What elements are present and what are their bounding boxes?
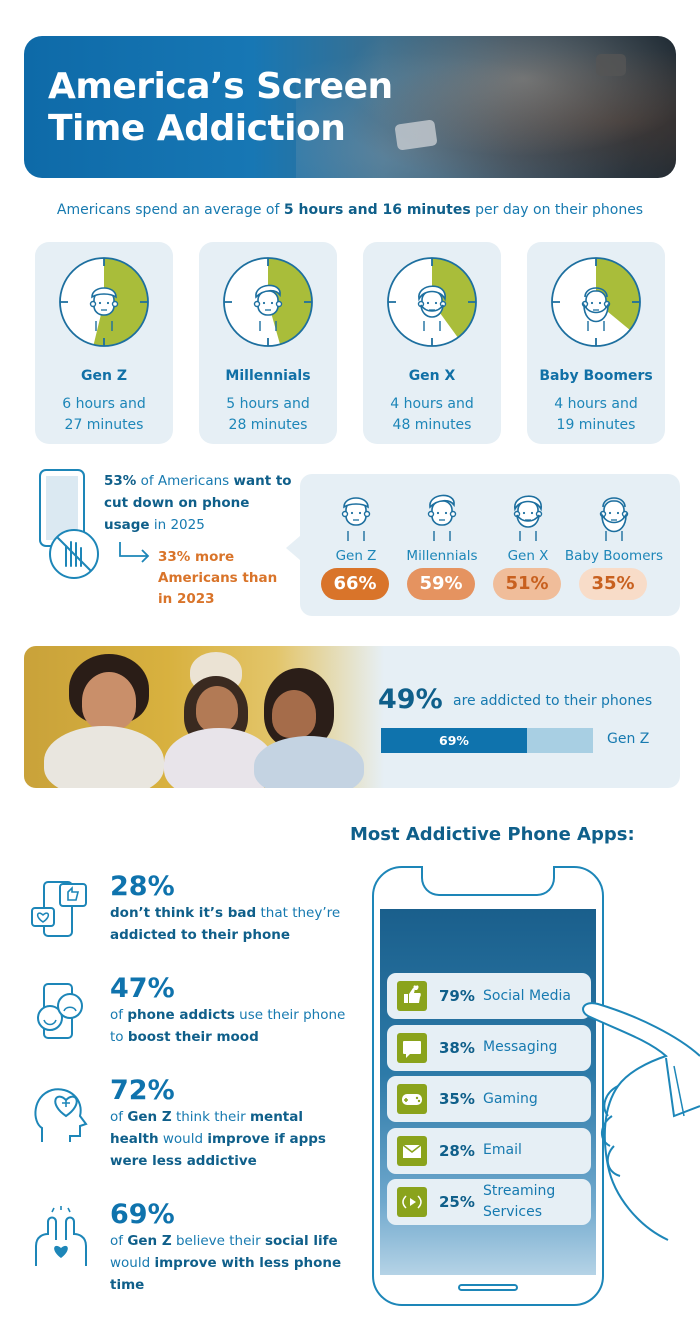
generation-face-icon bbox=[594, 486, 634, 544]
addicted-label: are addicted to their phones bbox=[453, 693, 653, 709]
generation-card: Gen Z 6 hours and 27 minutes bbox=[35, 242, 173, 444]
app-row: 25% Streaming Services bbox=[387, 1179, 591, 1225]
generation-face-icon bbox=[508, 486, 548, 544]
mood-faces-icon bbox=[37, 983, 83, 1039]
generation-time: 4 hours and 19 minutes bbox=[554, 396, 638, 433]
more-than-2023-text: 33% more Americans than in 2023 bbox=[158, 549, 278, 607]
stat-percent: 47% bbox=[110, 973, 175, 1004]
app-percent: 79% bbox=[439, 987, 475, 1005]
phone-notch bbox=[421, 866, 555, 896]
phone-in-hand bbox=[596, 54, 626, 76]
thumbs-up-icon bbox=[397, 981, 427, 1011]
hero-photo bbox=[296, 36, 676, 178]
generation-face-icon bbox=[576, 277, 616, 333]
cut-down-text: 53% of Americans want to cut down on pho… bbox=[104, 473, 292, 533]
generation-time: 4 hours and 48 minutes bbox=[390, 396, 474, 433]
app-name: Streaming Services bbox=[483, 1183, 556, 1220]
stat-percent: 69% bbox=[110, 1199, 175, 1230]
streaming-icon bbox=[397, 1187, 427, 1217]
app-percent: 28% bbox=[439, 1141, 475, 1160]
gamepad-icon bbox=[397, 1084, 427, 1114]
average-time-line: Americans spend an average of 5 hours an… bbox=[56, 202, 644, 218]
generation-face-icon bbox=[336, 486, 376, 544]
arrow-right-icon bbox=[119, 542, 150, 563]
group-percent-pill: 66% bbox=[321, 568, 389, 600]
addicted-percent: 49% bbox=[378, 684, 443, 715]
message-icon bbox=[397, 1032, 427, 1063]
app-name: Gaming bbox=[483, 1090, 538, 1107]
person-body bbox=[254, 736, 364, 788]
stat-description: of phone addicts use their phone to boos… bbox=[110, 1007, 346, 1045]
generation-name: Gen Z bbox=[81, 368, 127, 384]
group-percent-pill: 51% bbox=[493, 568, 561, 600]
app-percent: 35% bbox=[439, 1090, 475, 1108]
app-name: Social Media bbox=[483, 987, 572, 1004]
apps-title: Most Addictive Phone Apps: bbox=[350, 824, 635, 845]
group-percent-pill: 35% bbox=[579, 568, 647, 600]
generation-face-icon bbox=[84, 277, 124, 333]
stat-percent: 28% bbox=[110, 871, 175, 902]
group-name: Gen X bbox=[507, 548, 549, 564]
group-name: Baby Boomers bbox=[564, 548, 664, 564]
stat-block: 72% of Gen Z think their mental health wo… bbox=[110, 1076, 350, 1172]
generation-face-icon bbox=[412, 277, 452, 333]
stat-block: 47% of phone addicts use their phone to b… bbox=[110, 974, 350, 1048]
person-face bbox=[82, 672, 136, 730]
person-face bbox=[196, 686, 238, 732]
generation-card: Millennials 5 hours and 28 minutes bbox=[199, 242, 337, 444]
app-name: Messaging bbox=[483, 1039, 558, 1055]
person-face bbox=[272, 690, 316, 738]
generation-name: Gen X bbox=[408, 368, 456, 384]
generation-time: 6 hours and 27 minutes bbox=[62, 396, 146, 433]
mental-health-icon bbox=[34, 1088, 88, 1142]
generation-time: 5 hours and 28 minutes bbox=[226, 396, 310, 433]
app-percent: 25% bbox=[439, 1193, 475, 1211]
hero-banner: America’s Screen Time Addiction bbox=[24, 36, 676, 178]
app-row: 79% Social Media bbox=[387, 973, 591, 1019]
generation-card: Baby Boomers 4 hours and 19 minutes bbox=[527, 242, 665, 444]
phone-in-hand bbox=[394, 119, 438, 151]
stat-block: 28% don’t think it’s bad that they’re add… bbox=[110, 872, 350, 946]
group-percent-pill: 59% bbox=[407, 568, 475, 600]
social-likes-icon bbox=[31, 881, 87, 937]
generation-name: Millennials bbox=[225, 368, 311, 384]
addicted-band bbox=[24, 646, 680, 788]
app-row: 28% Email bbox=[387, 1127, 591, 1174]
stat-description: of Gen Z believe their social life would… bbox=[110, 1233, 342, 1293]
app-row: 38% Messaging bbox=[387, 1024, 591, 1071]
genz-bar-fill: 69% bbox=[381, 728, 527, 753]
generation-face-icon bbox=[422, 486, 462, 544]
generation-card: Gen X 4 hours and 48 minutes bbox=[363, 242, 501, 444]
app-name: Email bbox=[483, 1142, 522, 1158]
genz-bar-label: Gen Z bbox=[607, 731, 650, 747]
group-name: Gen Z bbox=[335, 548, 377, 564]
stat-percent: 72% bbox=[110, 1075, 175, 1106]
cut-down-panel: Gen Z 66% Millennials 59% Gen X 51% Baby… bbox=[286, 474, 680, 616]
stat-description: don’t think it’s bad that they’re addict… bbox=[110, 905, 341, 943]
phone-stop-icon bbox=[39, 469, 99, 579]
generation-face-icon bbox=[248, 277, 288, 333]
friends-photo bbox=[24, 646, 384, 788]
envelope-icon bbox=[397, 1135, 427, 1166]
app-percent: 38% bbox=[439, 1038, 475, 1057]
page-title: America’s Screen Time Addiction bbox=[48, 66, 393, 149]
app-row: 35% Gaming bbox=[387, 1076, 591, 1122]
group-name: Millennials bbox=[406, 548, 478, 564]
stat-description: of Gen Z think their mental health would… bbox=[110, 1109, 326, 1169]
phone-home-indicator bbox=[458, 1284, 518, 1291]
person-body bbox=[44, 726, 164, 788]
stat-block: 69% of Gen Z believe their social life wo… bbox=[110, 1200, 350, 1296]
generation-name: Baby Boomers bbox=[539, 368, 653, 384]
pointing-hand-icon bbox=[582, 1002, 700, 1241]
social-life-icon bbox=[35, 1206, 87, 1266]
